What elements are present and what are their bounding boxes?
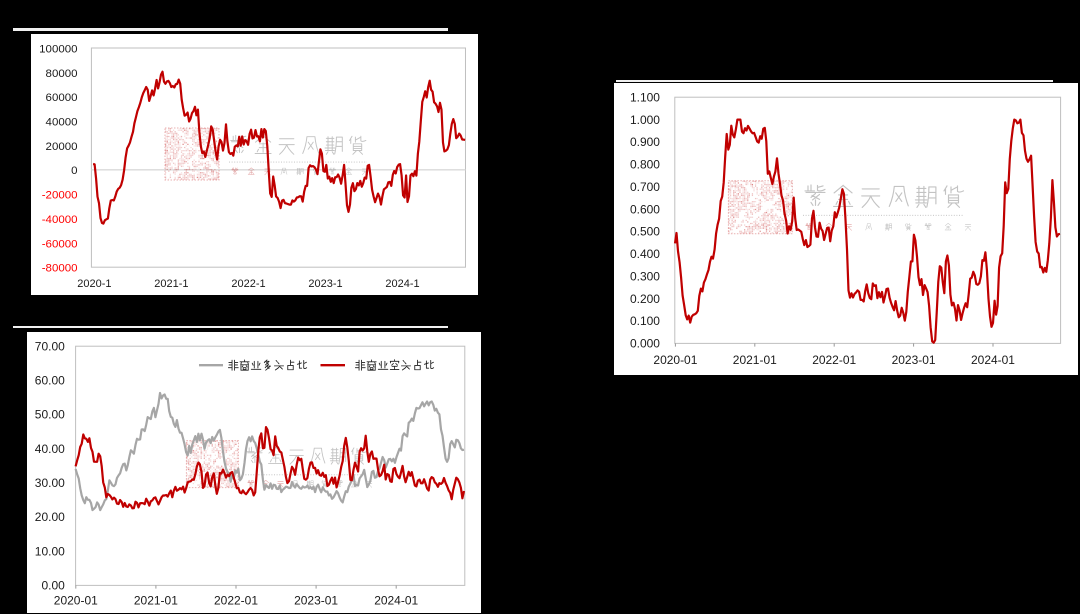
- svg-text:100000: 100000: [39, 44, 77, 56]
- svg-text:0.100: 0.100: [630, 314, 660, 328]
- svg-text:2022-01: 2022-01: [812, 353, 856, 367]
- svg-text:0.600: 0.600: [630, 202, 660, 216]
- svg-text:2020-01: 2020-01: [653, 353, 697, 367]
- svg-text:0.500: 0.500: [630, 225, 660, 239]
- svg-text:-60000: -60000: [41, 239, 77, 251]
- svg-text:0.000: 0.000: [630, 337, 660, 351]
- svg-text:70.00: 70.00: [34, 339, 64, 353]
- svg-text:40000: 40000: [45, 117, 77, 129]
- svg-text:-20000: -20000: [41, 190, 77, 202]
- svg-text:2023-1: 2023-1: [308, 278, 342, 290]
- svg-text:2024-1: 2024-1: [385, 278, 419, 290]
- svg-text:0.700: 0.700: [630, 180, 660, 194]
- svg-text:-40000: -40000: [41, 214, 77, 226]
- svg-text:60.00: 60.00: [34, 373, 64, 387]
- svg-text:2024-01: 2024-01: [374, 593, 418, 607]
- svg-text:20000: 20000: [45, 141, 77, 153]
- svg-text:40.00: 40.00: [34, 442, 64, 456]
- svg-text:2022-01: 2022-01: [214, 593, 258, 607]
- svg-text:2020-01: 2020-01: [53, 593, 97, 607]
- svg-text:0.400: 0.400: [630, 247, 660, 261]
- svg-text:0.300: 0.300: [630, 269, 660, 283]
- svg-text:2021-01: 2021-01: [133, 593, 177, 607]
- svg-text:10.00: 10.00: [34, 544, 64, 558]
- svg-text:2021-01: 2021-01: [733, 353, 777, 367]
- svg-text:-80000: -80000: [41, 263, 77, 275]
- svg-text:0.800: 0.800: [630, 157, 660, 171]
- svg-text:0: 0: [71, 165, 77, 177]
- svg-text:2023-01: 2023-01: [294, 593, 338, 607]
- svg-text:2022-1: 2022-1: [231, 278, 265, 290]
- svg-text:50.00: 50.00: [34, 407, 64, 421]
- svg-text:30.00: 30.00: [34, 476, 64, 490]
- svg-text:80000: 80000: [45, 68, 77, 80]
- svg-text:2020-1: 2020-1: [77, 278, 111, 290]
- svg-text:1.100: 1.100: [630, 90, 660, 104]
- svg-text:0.00: 0.00: [41, 578, 65, 592]
- svg-text:60000: 60000: [45, 92, 77, 104]
- svg-text:1.000: 1.000: [630, 113, 660, 127]
- svg-text:2024-01: 2024-01: [971, 353, 1015, 367]
- svg-text:2021-1: 2021-1: [154, 278, 188, 290]
- svg-text:20.00: 20.00: [34, 510, 64, 524]
- svg-text:2023-01: 2023-01: [891, 353, 935, 367]
- svg-text:0.200: 0.200: [630, 292, 660, 306]
- svg-text:0.900: 0.900: [630, 135, 660, 149]
